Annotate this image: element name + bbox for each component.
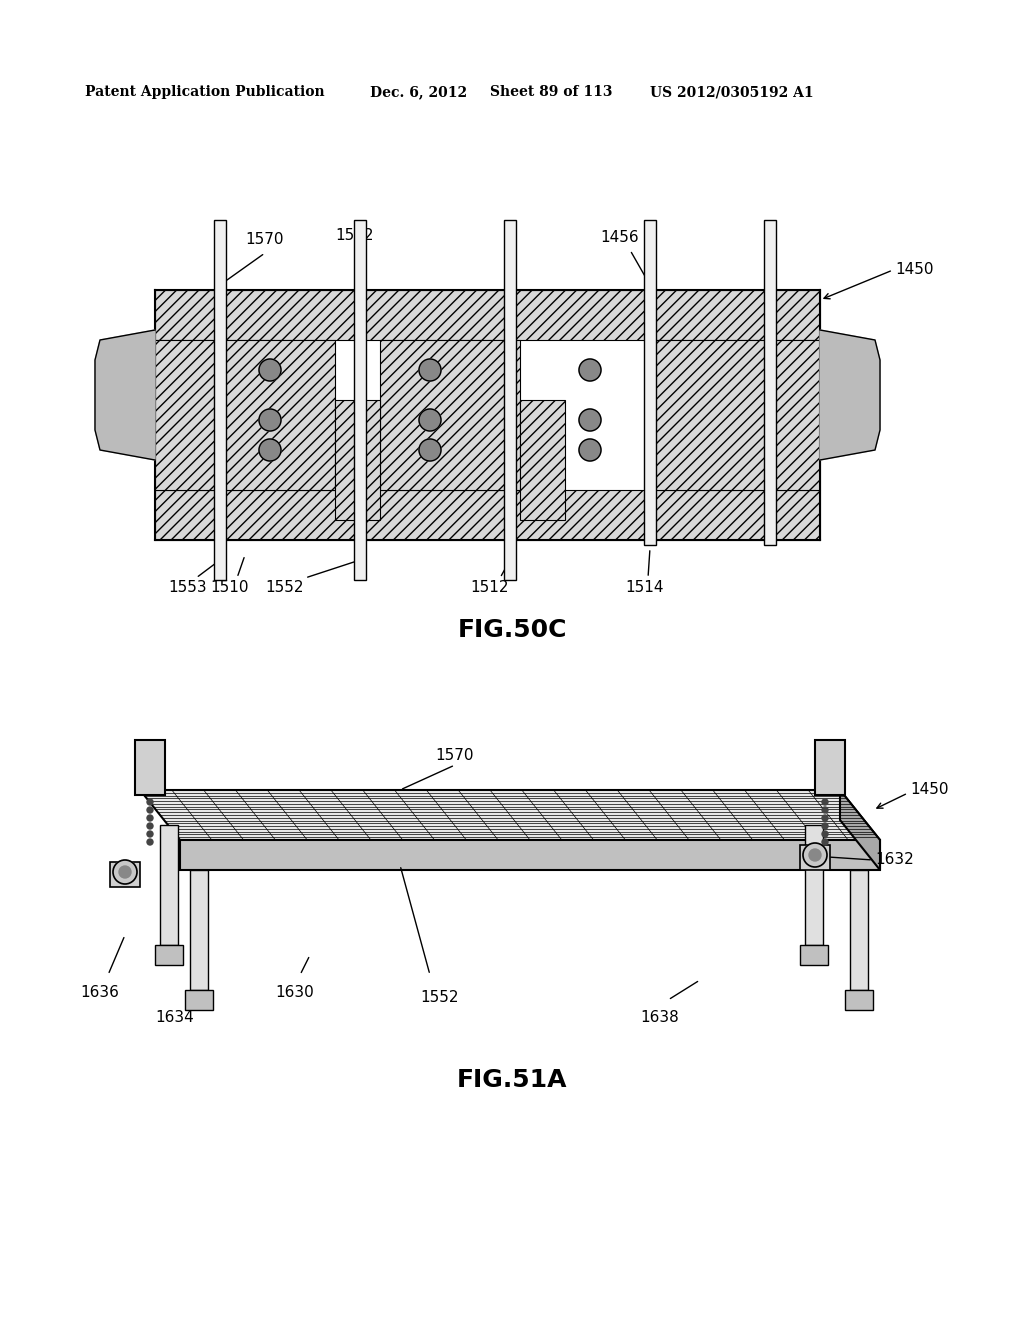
Text: 1636: 1636	[81, 985, 120, 1001]
Text: 1572: 1572	[336, 227, 374, 243]
Text: 1450: 1450	[910, 783, 948, 797]
Bar	[155, 341, 335, 490]
Circle shape	[579, 440, 601, 461]
Bar	[845, 990, 873, 1010]
Text: 1570: 1570	[436, 747, 474, 763]
Polygon shape	[140, 789, 880, 840]
Bar	[644, 220, 656, 545]
Text: 1552: 1552	[421, 990, 459, 1005]
Text: FIG.51A: FIG.51A	[457, 1068, 567, 1092]
Text: 1553: 1553	[169, 579, 207, 595]
Bar	[160, 825, 178, 945]
Bar	[800, 845, 830, 870]
Bar	[805, 825, 823, 945]
Text: 1634: 1634	[156, 1010, 195, 1026]
Circle shape	[822, 814, 828, 821]
Circle shape	[119, 866, 131, 878]
Bar	[380, 341, 520, 490]
Circle shape	[259, 409, 281, 432]
Text: FIG.50C: FIG.50C	[458, 618, 566, 642]
Circle shape	[259, 440, 281, 461]
Bar	[214, 220, 226, 579]
Bar	[110, 862, 140, 887]
Text: US 2012/0305192 A1: US 2012/0305192 A1	[650, 84, 814, 99]
Circle shape	[147, 822, 153, 829]
Bar	[850, 870, 868, 990]
Circle shape	[113, 861, 137, 884]
Bar	[185, 990, 213, 1010]
Polygon shape	[95, 330, 155, 459]
Text: Patent Application Publication: Patent Application Publication	[85, 84, 325, 99]
Bar	[800, 945, 828, 965]
Text: 1632: 1632	[874, 853, 913, 867]
Circle shape	[419, 440, 441, 461]
Polygon shape	[180, 840, 880, 870]
Bar	[354, 220, 366, 579]
Circle shape	[822, 807, 828, 813]
Text: 1450: 1450	[895, 263, 934, 277]
Circle shape	[809, 849, 821, 861]
Circle shape	[147, 807, 153, 813]
Circle shape	[147, 840, 153, 845]
Circle shape	[259, 359, 281, 381]
Text: 1630: 1630	[275, 985, 314, 1001]
Text: 1510: 1510	[211, 579, 249, 595]
Bar	[155, 945, 183, 965]
Circle shape	[803, 843, 827, 867]
Circle shape	[419, 359, 441, 381]
Text: Sheet 89 of 113: Sheet 89 of 113	[490, 84, 612, 99]
Bar	[520, 400, 565, 520]
Circle shape	[147, 799, 153, 805]
Bar	[135, 741, 165, 795]
Circle shape	[147, 832, 153, 837]
Bar	[764, 220, 776, 545]
Text: 1512: 1512	[471, 579, 509, 595]
Circle shape	[419, 409, 441, 432]
Text: 1456: 1456	[601, 231, 639, 246]
Bar	[155, 490, 820, 540]
Circle shape	[822, 799, 828, 805]
Circle shape	[579, 359, 601, 381]
Bar	[190, 870, 208, 990]
Circle shape	[579, 409, 601, 432]
Polygon shape	[840, 789, 880, 870]
Circle shape	[822, 822, 828, 829]
Bar	[335, 400, 380, 520]
Bar	[155, 290, 820, 341]
Bar	[504, 220, 516, 579]
Circle shape	[822, 840, 828, 845]
Circle shape	[147, 814, 153, 821]
Circle shape	[822, 832, 828, 837]
Bar	[815, 741, 845, 795]
Text: 1514: 1514	[626, 579, 665, 595]
Polygon shape	[820, 330, 880, 459]
Text: 1638: 1638	[641, 1010, 679, 1026]
Text: Dec. 6, 2012: Dec. 6, 2012	[370, 84, 467, 99]
Bar	[645, 341, 820, 490]
Text: 1570: 1570	[246, 232, 285, 248]
Text: 1552: 1552	[266, 579, 304, 595]
